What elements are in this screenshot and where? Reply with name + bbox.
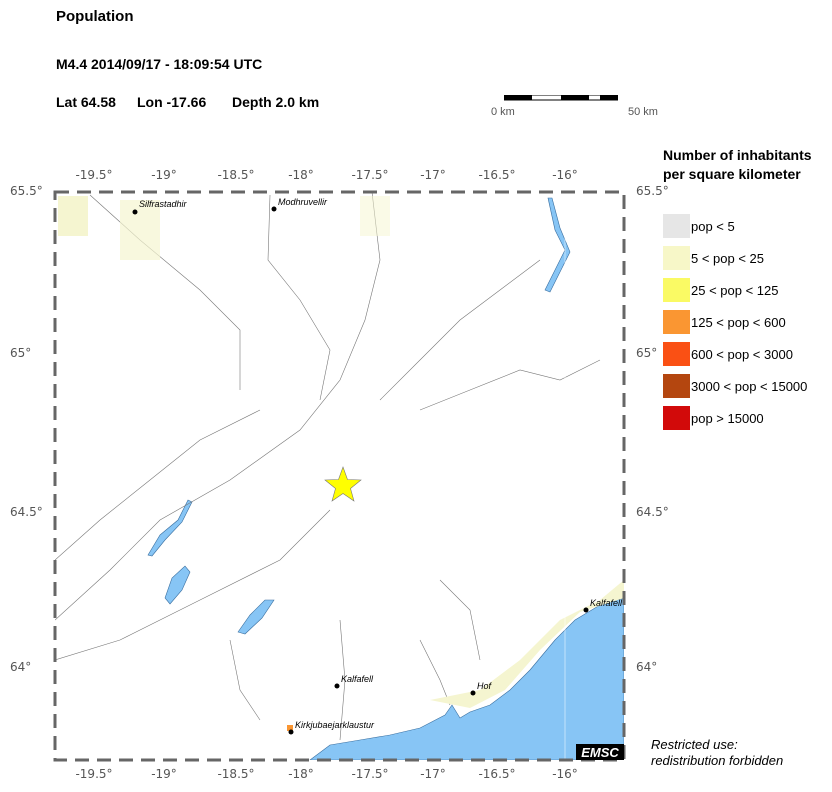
legend-label: 600 < pop < 3000 xyxy=(691,346,793,362)
page-title: Population xyxy=(56,8,134,25)
map-frame xyxy=(53,190,626,762)
lat-tick-left: 65° xyxy=(10,346,32,360)
depth-value: Depth 2.0 km xyxy=(232,94,320,110)
lat-tick-right: 65.5° xyxy=(636,184,669,198)
lon-tick-bottom: -18° xyxy=(288,767,314,781)
epicenter-star-icon[interactable] xyxy=(324,466,362,502)
town-hof[interactable]: Hof xyxy=(470,681,493,696)
lon-tick-top: -18.5° xyxy=(217,168,255,182)
lon-tick-bottom: -18.5° xyxy=(217,767,255,781)
town-kirkjubaejarklaustur[interactable]: Kirkjubaejarklaustur xyxy=(288,720,376,735)
town-kalfafell[interactable]: Kalfafell xyxy=(334,674,375,689)
legend-item: 25 < pop < 125 xyxy=(663,278,778,302)
population-cells xyxy=(58,196,624,731)
scale-start: 0 km xyxy=(491,106,515,118)
legend-label: pop > 15000 xyxy=(691,410,764,426)
town-label: Modhruvellir xyxy=(278,197,328,207)
town-label: Silfrastadhir xyxy=(139,199,188,209)
legend-title-line1: Number of inhabitants xyxy=(663,147,812,163)
town-label: Kalfafell xyxy=(590,598,623,608)
legend-item: 600 < pop < 3000 xyxy=(663,342,793,366)
lon-tick-top: -17.5° xyxy=(351,168,389,182)
lon-tick-bottom: -17.5° xyxy=(351,767,389,781)
legend-label: 25 < pop < 125 xyxy=(691,282,779,298)
town-label: Hof xyxy=(477,681,493,691)
lon-tick-top: -19° xyxy=(151,168,177,182)
lat-tick-left: 64° xyxy=(10,660,32,674)
legend-label: 125 < pop < 600 xyxy=(691,314,786,330)
notice-line1: Restricted use: xyxy=(651,737,738,752)
lon-tick-bottom: -16.5° xyxy=(478,767,516,781)
emsc-logo xyxy=(576,744,624,760)
legend-swatch xyxy=(663,214,690,238)
lat-tick-left: 64.5° xyxy=(10,505,43,519)
lon-tick-top: -17° xyxy=(420,168,446,182)
lon-tick-bottom: -19° xyxy=(151,767,177,781)
legend-item: 125 < pop < 600 xyxy=(663,310,786,334)
lon-tick-bottom: -19.5° xyxy=(75,767,113,781)
lon-tick-top: -18° xyxy=(288,168,314,182)
emsc-logo-text: EMSC xyxy=(581,745,619,760)
legend-title-line2: per square kilometer xyxy=(663,166,801,182)
town-kalfafell-east[interactable]: Kalfafell xyxy=(583,598,624,613)
legend-swatch xyxy=(663,342,690,366)
rivers xyxy=(55,192,601,741)
legend-swatch xyxy=(663,406,690,430)
legend-swatch xyxy=(663,374,690,398)
legend-label: 3000 < pop < 15000 xyxy=(691,378,808,394)
legend-item: 5 < pop < 25 xyxy=(663,246,764,270)
lon-tick-top: -19.5° xyxy=(75,168,113,182)
lon-value: Lon -17.66 xyxy=(137,94,207,110)
notice-line2: redistribution forbidden xyxy=(651,753,784,768)
lon-tick-top: -16.5° xyxy=(478,168,516,182)
town-silfrastadhir[interactable]: Silfrastadhir xyxy=(132,199,188,215)
legend-swatch xyxy=(663,246,690,270)
town-modhruvellir[interactable]: Modhruvellir xyxy=(271,197,329,212)
lon-tick-bottom: -16° xyxy=(552,767,578,781)
legend-swatch xyxy=(663,278,690,302)
lon-tick-bottom: -17° xyxy=(420,767,446,781)
lat-value: Lat 64.58 xyxy=(56,94,116,110)
legend-item: pop > 15000 xyxy=(663,406,764,430)
legend-item: 3000 < pop < 15000 xyxy=(663,374,807,398)
lon-tick-top: -16° xyxy=(552,168,578,182)
scale-end: 50 km xyxy=(628,106,658,118)
legend-swatch xyxy=(663,310,690,334)
town-label: Kalfafell xyxy=(341,674,374,684)
legend-title: Number of inhabitants per square kilomet… xyxy=(663,146,812,184)
lat-tick-right: 64° xyxy=(636,660,658,674)
lat-tick-left: 65.5° xyxy=(10,184,43,198)
legend-item: pop < 5 xyxy=(663,214,735,238)
restriction-notice: Restricted use: redistribution forbidden xyxy=(651,737,783,769)
town-label: Kirkjubaejarklaustur xyxy=(295,720,375,730)
legend-label: 5 < pop < 25 xyxy=(691,250,765,266)
scale-bar xyxy=(504,95,618,101)
event-info: M4.4 2014/09/17 - 18:09:54 UTC xyxy=(56,56,263,72)
lat-tick-right: 65° xyxy=(636,346,658,360)
lat-tick-right: 64.5° xyxy=(636,505,669,519)
legend-label: pop < 5 xyxy=(691,218,735,234)
